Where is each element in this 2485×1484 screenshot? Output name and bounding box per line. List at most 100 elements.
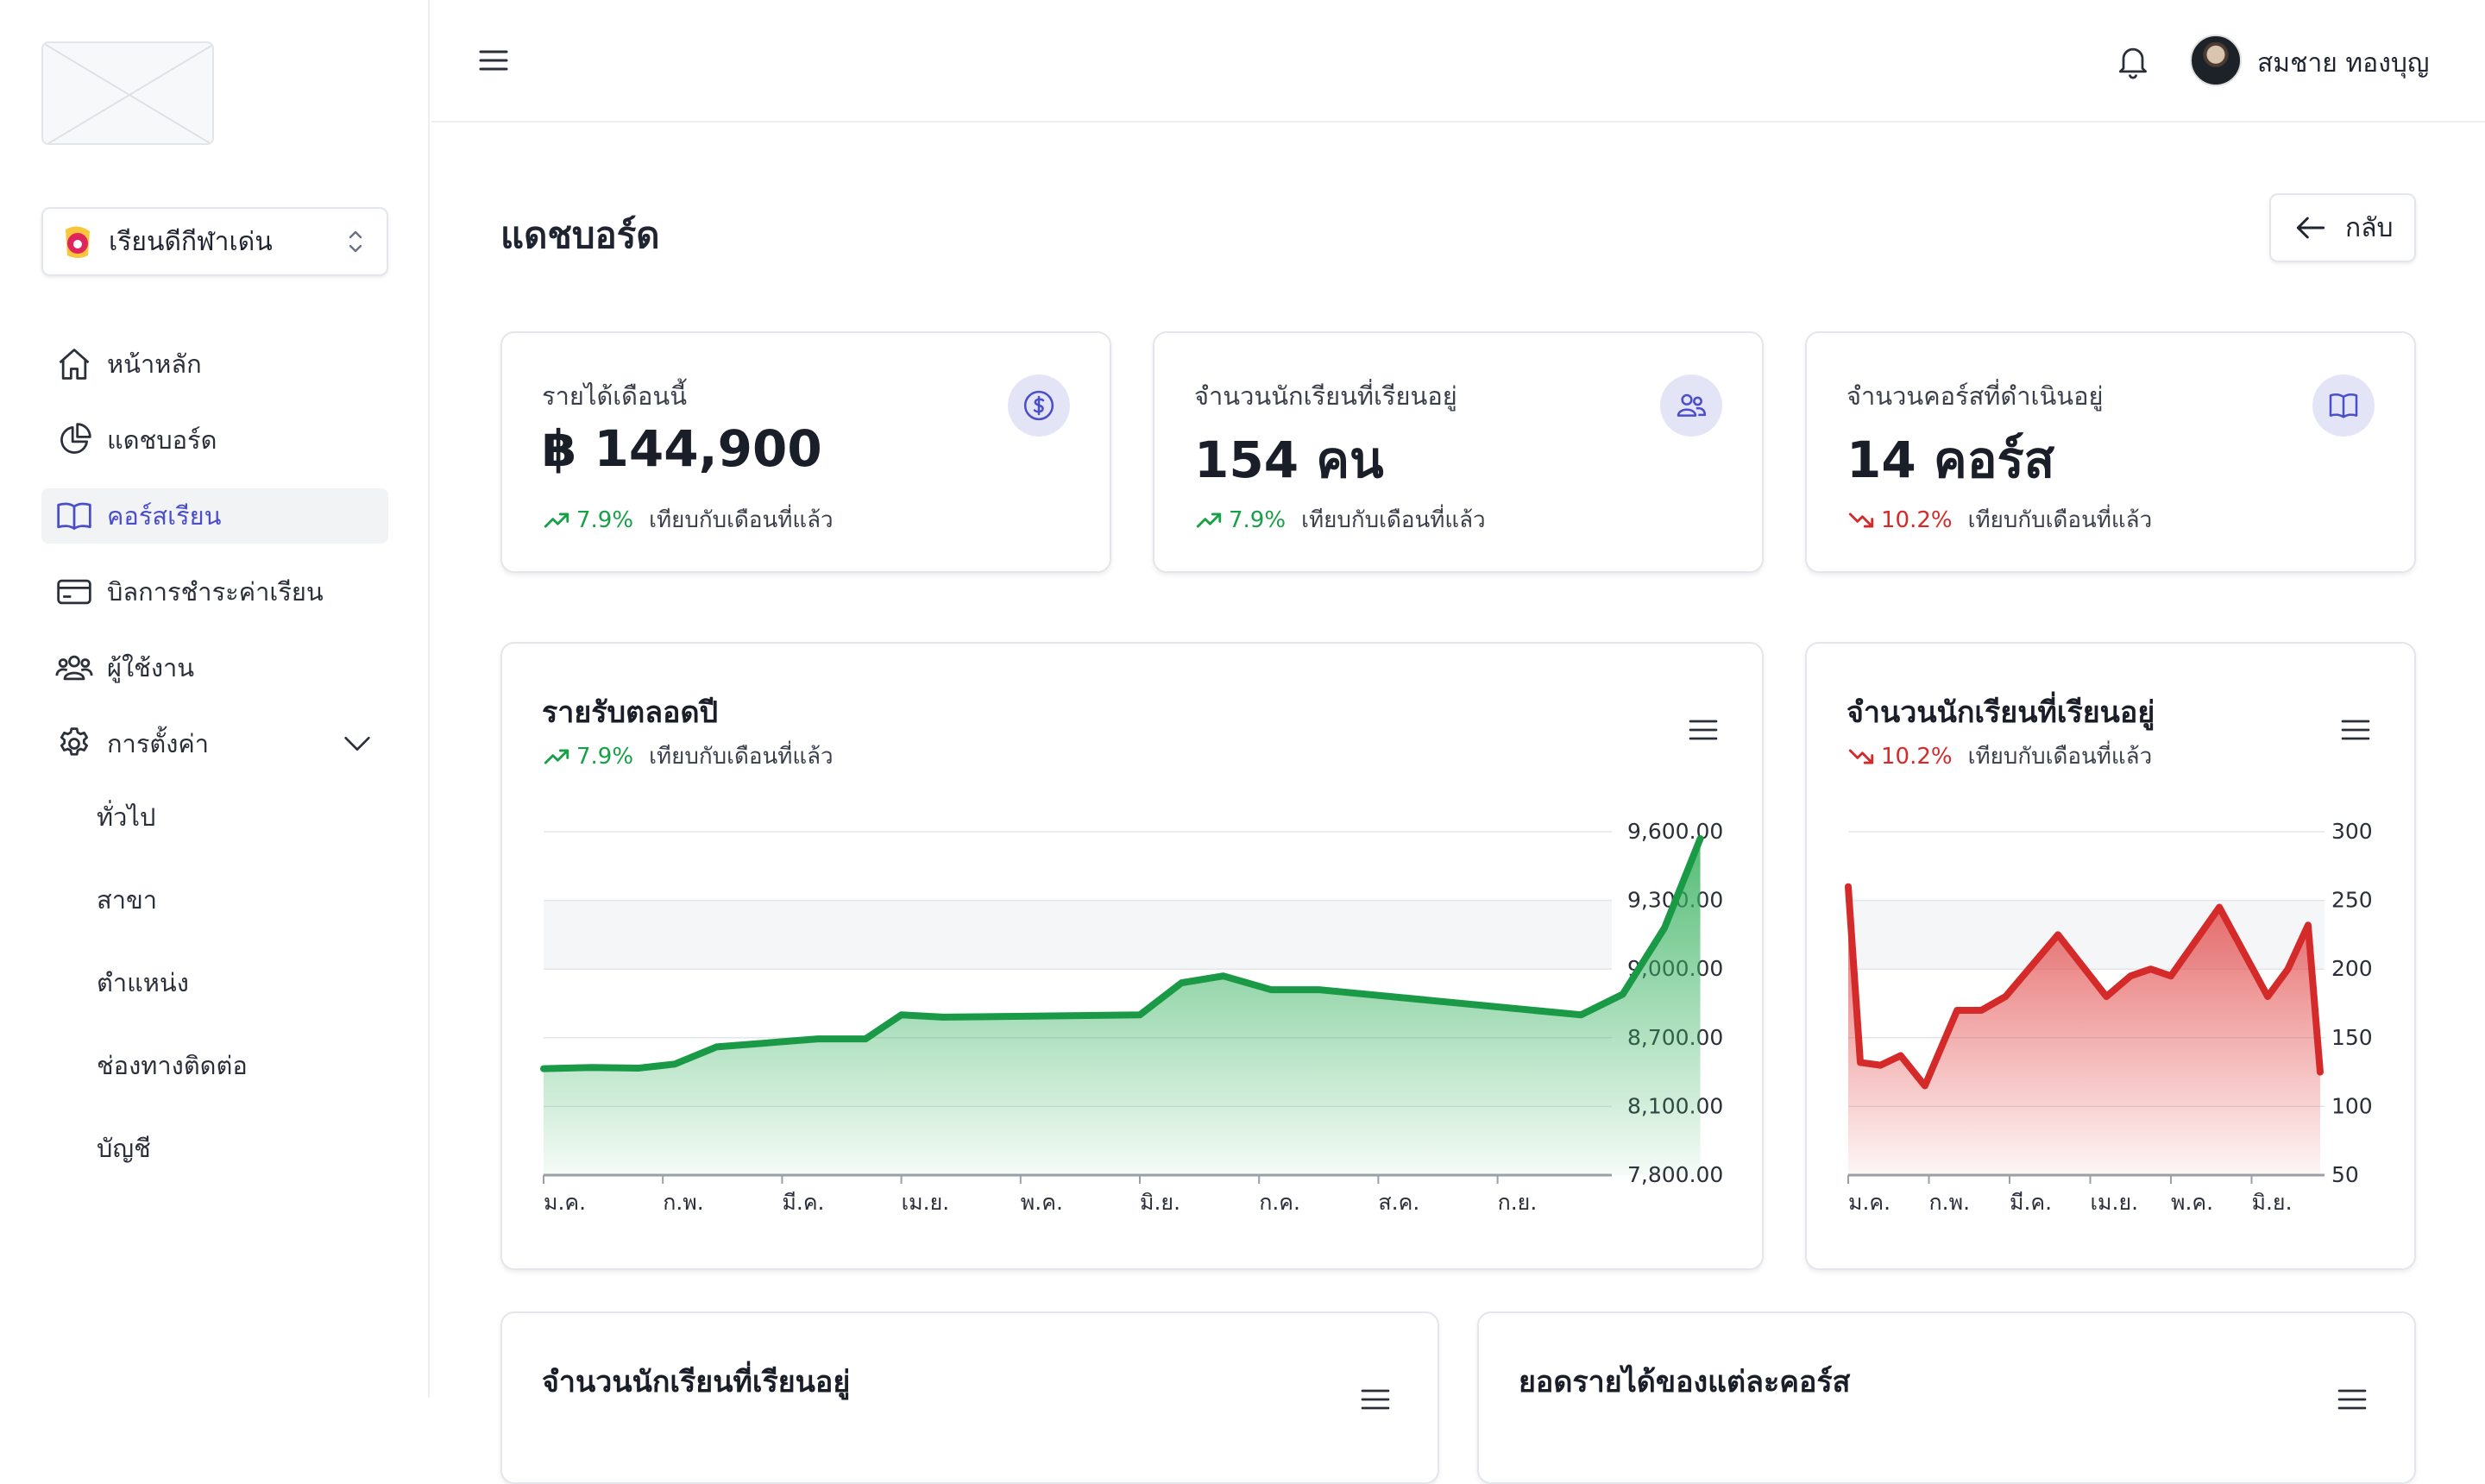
- x-tick-label: ก.พ.: [1929, 1190, 1971, 1215]
- stat-label: รายได้เดือนนี้: [542, 376, 687, 416]
- x-tick-label: ม.ค.: [544, 1190, 586, 1215]
- chevron-updown-icon: [343, 226, 368, 257]
- stat-trend: 7.9% เทียบกับเดือนที่แล้ว: [542, 502, 834, 538]
- settings-sub-position[interactable]: ตำแหน่ง: [97, 963, 373, 1003]
- x-tick-label: พ.ค.: [1021, 1190, 1063, 1215]
- sidebar-item-label: หน้าหลัก: [107, 344, 202, 384]
- stat-compare: เทียบกับเดือนที่แล้ว: [1301, 502, 1486, 538]
- users-icon: [1674, 388, 1708, 423]
- pie-chart-icon: [55, 421, 93, 459]
- grid-band: [544, 901, 1612, 970]
- back-button[interactable]: กลับ: [2269, 193, 2416, 262]
- page-title: แดชบอร์ด: [500, 207, 660, 264]
- stat-card-courses: จำนวนคอร์สที่ดำเนินอยู่ 14 คอร์ส 10.2% เ…: [1805, 331, 2416, 573]
- y-tick-label: 150: [2331, 1025, 2373, 1050]
- stat-value: 154 คน: [1194, 419, 1384, 500]
- chevron-down-icon[interactable]: [340, 726, 374, 761]
- stat-label: จำนวนคอร์สที่ดำเนินอยู่: [1846, 376, 2104, 416]
- stat-change: 7.9%: [1229, 507, 1286, 533]
- settings-sub-contact[interactable]: ช่องทางติดต่อ: [97, 1046, 373, 1085]
- gear-icon: [55, 725, 93, 763]
- x-tick-label: ก.พ.: [663, 1190, 704, 1215]
- grid-band: [1848, 901, 2325, 970]
- bottom-course-revenue-card: ยอดรายได้ของแต่ละคอร์ส: [1477, 1311, 2416, 1484]
- chart-menu-icon[interactable]: [2335, 1382, 2369, 1417]
- stat-value: 14 คอร์ส: [1846, 419, 2054, 500]
- dollar-icon: [1022, 388, 1056, 423]
- settings-sub-branch[interactable]: สาขา: [97, 880, 373, 920]
- stat-compare: เทียบกับเดือนที่แล้ว: [649, 502, 834, 538]
- y-tick-label: 9,600.00: [1627, 819, 1723, 844]
- y-tick-label: 100: [2331, 1093, 2373, 1118]
- sidebar-item-courses[interactable]: คอร์สเรียน: [41, 488, 388, 544]
- y-tick-label: 300: [2331, 819, 2373, 844]
- bottom-students-card: จำนวนนักเรียนที่เรียนอยู่: [500, 1311, 1439, 1484]
- sidebar-item-dashboard[interactable]: แดชบอร์ด: [41, 412, 388, 468]
- logo-placeholder: [41, 41, 214, 145]
- sidebar-item-label: ผู้ใช้งาน: [107, 648, 194, 688]
- x-tick-label: ก.ย.: [1498, 1190, 1538, 1215]
- x-tick-label: ส.ค.: [1378, 1190, 1419, 1215]
- y-tick-label: 200: [2331, 956, 2373, 981]
- book-open-icon: [55, 497, 93, 535]
- students-chart-card: จำนวนนักเรียนที่เรียนอยู่ 10.2% เทียบกับ…: [1805, 642, 2416, 1270]
- book-open-icon: [2326, 388, 2361, 423]
- stat-icon-badge: [1660, 374, 1722, 437]
- stat-change: 7.9%: [576, 507, 633, 533]
- credit-card-icon: [55, 573, 93, 611]
- x-tick-label: เม.ย.: [902, 1190, 950, 1215]
- user-name[interactable]: สมชาย ทองบุญ: [2257, 43, 2429, 84]
- stat-compare: เทียบกับเดือนที่แล้ว: [1968, 502, 2153, 538]
- top-bar: สมชาย ทองบุญ: [431, 0, 2485, 123]
- sidebar-item-settings[interactable]: การตั้งค่า: [41, 716, 388, 771]
- sidebar-item-users[interactable]: ผู้ใช้งาน: [41, 640, 388, 695]
- sidebar-item-home[interactable]: หน้าหลัก: [41, 336, 388, 392]
- stat-change: 10.2%: [1881, 507, 1953, 533]
- stat-icon-badge: [1008, 374, 1070, 437]
- revenue-chart: 7,800.008,100.008,700.009,000.009,300.00…: [502, 644, 1765, 1272]
- avatar[interactable]: [2190, 35, 2242, 86]
- sidebar-item-label: การตั้งค่า: [107, 724, 209, 764]
- sidebar-item-billing[interactable]: บิลการชำระค่าเรียน: [41, 564, 388, 619]
- stat-card-students: จำนวนนักเรียนที่เรียนอยู่ 154 คน 7.9% เท…: [1153, 331, 1764, 573]
- trend-up-icon: [1194, 506, 1224, 535]
- sidebar-item-label: แดชบอร์ด: [107, 420, 217, 460]
- sidebar: เรียนดีกีฬาเด่น หน้าหลัก แดชบอร์ด คอร์สเ…: [0, 0, 430, 1398]
- x-tick-label: ก.ค.: [1259, 1190, 1300, 1215]
- hamburger-menu-icon[interactable]: [476, 43, 511, 78]
- stat-value: ฿ 144,900: [542, 419, 822, 478]
- x-tick-label: ม.ค.: [1848, 1190, 1890, 1215]
- users-icon: [55, 649, 93, 687]
- home-icon: [55, 345, 93, 383]
- chart-menu-icon[interactable]: [1358, 1382, 1393, 1417]
- stat-trend: 10.2% เทียบกับเดือนที่แล้ว: [1846, 502, 2152, 538]
- stat-icon-badge: [2312, 374, 2375, 437]
- stat-trend: 7.9% เทียบกับเดือนที่แล้ว: [1194, 502, 1486, 538]
- revenue-chart-card: รายรับตลอดปี 7.9% เทียบกับเดือนที่แล้ว 7…: [500, 642, 1764, 1270]
- settings-sub-general[interactable]: ทั่วไป: [97, 797, 373, 837]
- back-button-label: กลับ: [2345, 208, 2394, 248]
- settings-sub-account[interactable]: บัญชี: [97, 1129, 373, 1168]
- stat-card-revenue: รายได้เดือนนี้ ฿ 144,900 7.9% เทียบกับเด…: [500, 331, 1111, 573]
- stat-label: จำนวนนักเรียนที่เรียนอยู่: [1194, 376, 1457, 416]
- school-name: เรียนดีกีฬาเด่น: [109, 222, 343, 262]
- y-tick-label: 250: [2331, 888, 2373, 913]
- x-tick-label: มิ.ย.: [2252, 1190, 2293, 1215]
- x-tick-label: มี.ค.: [782, 1190, 824, 1215]
- sidebar-item-label: คอร์สเรียน: [107, 496, 221, 536]
- arrow-left-icon: [2292, 209, 2330, 247]
- x-tick-label: มี.ค.: [2010, 1190, 2052, 1215]
- sidebar-nav: หน้าหลัก แดชบอร์ด คอร์สเรียน บิลการชำระค…: [41, 336, 388, 792]
- students-chart: 50 100 150 200 250 300 ม.ค. ก.พ. มี.ค. เม.ย. พ.ค. ม…: [1807, 644, 2418, 1272]
- x-tick-label: พ.ค.: [2171, 1190, 2213, 1215]
- sidebar-item-label: บิลการชำระค่าเรียน: [107, 572, 324, 612]
- logo-placeholder-icon: [43, 43, 214, 145]
- bell-icon[interactable]: [2114, 41, 2152, 79]
- x-tick-label: มิ.ย.: [1140, 1190, 1180, 1215]
- trend-down-icon: [1846, 506, 1876, 535]
- school-logo-icon: [62, 224, 93, 259]
- school-selector[interactable]: เรียนดีกีฬาเด่น: [41, 207, 388, 276]
- trend-up-icon: [542, 506, 571, 535]
- x-tick-label: เม.ย.: [2091, 1190, 2139, 1215]
- y-tick-label: 50: [2331, 1162, 2359, 1187]
